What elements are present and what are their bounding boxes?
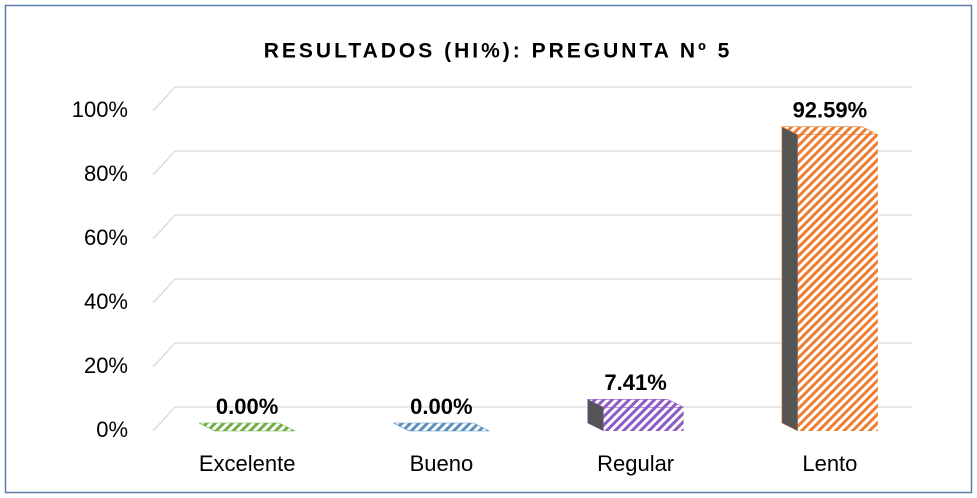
y-tick-label: 100% [72, 97, 128, 122]
grid-line [152, 214, 912, 240]
grid-line [152, 342, 912, 368]
value-label: 92.59% [793, 98, 868, 123]
grid-line [152, 278, 912, 304]
y-tick-label: 60% [84, 225, 128, 250]
bar-side [781, 126, 799, 432]
bar-top [587, 398, 684, 408]
x-tick-label: Lento [802, 451, 857, 476]
value-label: 0.00% [410, 394, 472, 419]
grid-line [152, 86, 912, 112]
y-tick-label: 80% [84, 161, 128, 186]
y-tick-label: 20% [84, 353, 128, 378]
grid-line [152, 150, 912, 176]
value-label: 7.41% [604, 370, 666, 395]
bar [797, 134, 878, 431]
x-tick-label: Bueno [410, 451, 474, 476]
x-tick-label: Regular [597, 451, 674, 476]
y-tick-label: 40% [84, 289, 128, 314]
x-tick-label: Excelente [199, 451, 296, 476]
bar [603, 407, 684, 431]
y-tick-label: 0% [96, 417, 128, 442]
bar-top [393, 422, 490, 432]
value-label: 0.00% [216, 394, 278, 419]
bar-top [198, 422, 296, 432]
chart-title: RESULTADOS (HI%): PREGUNTA Nº 5 [264, 40, 733, 63]
bar-top [781, 126, 879, 136]
